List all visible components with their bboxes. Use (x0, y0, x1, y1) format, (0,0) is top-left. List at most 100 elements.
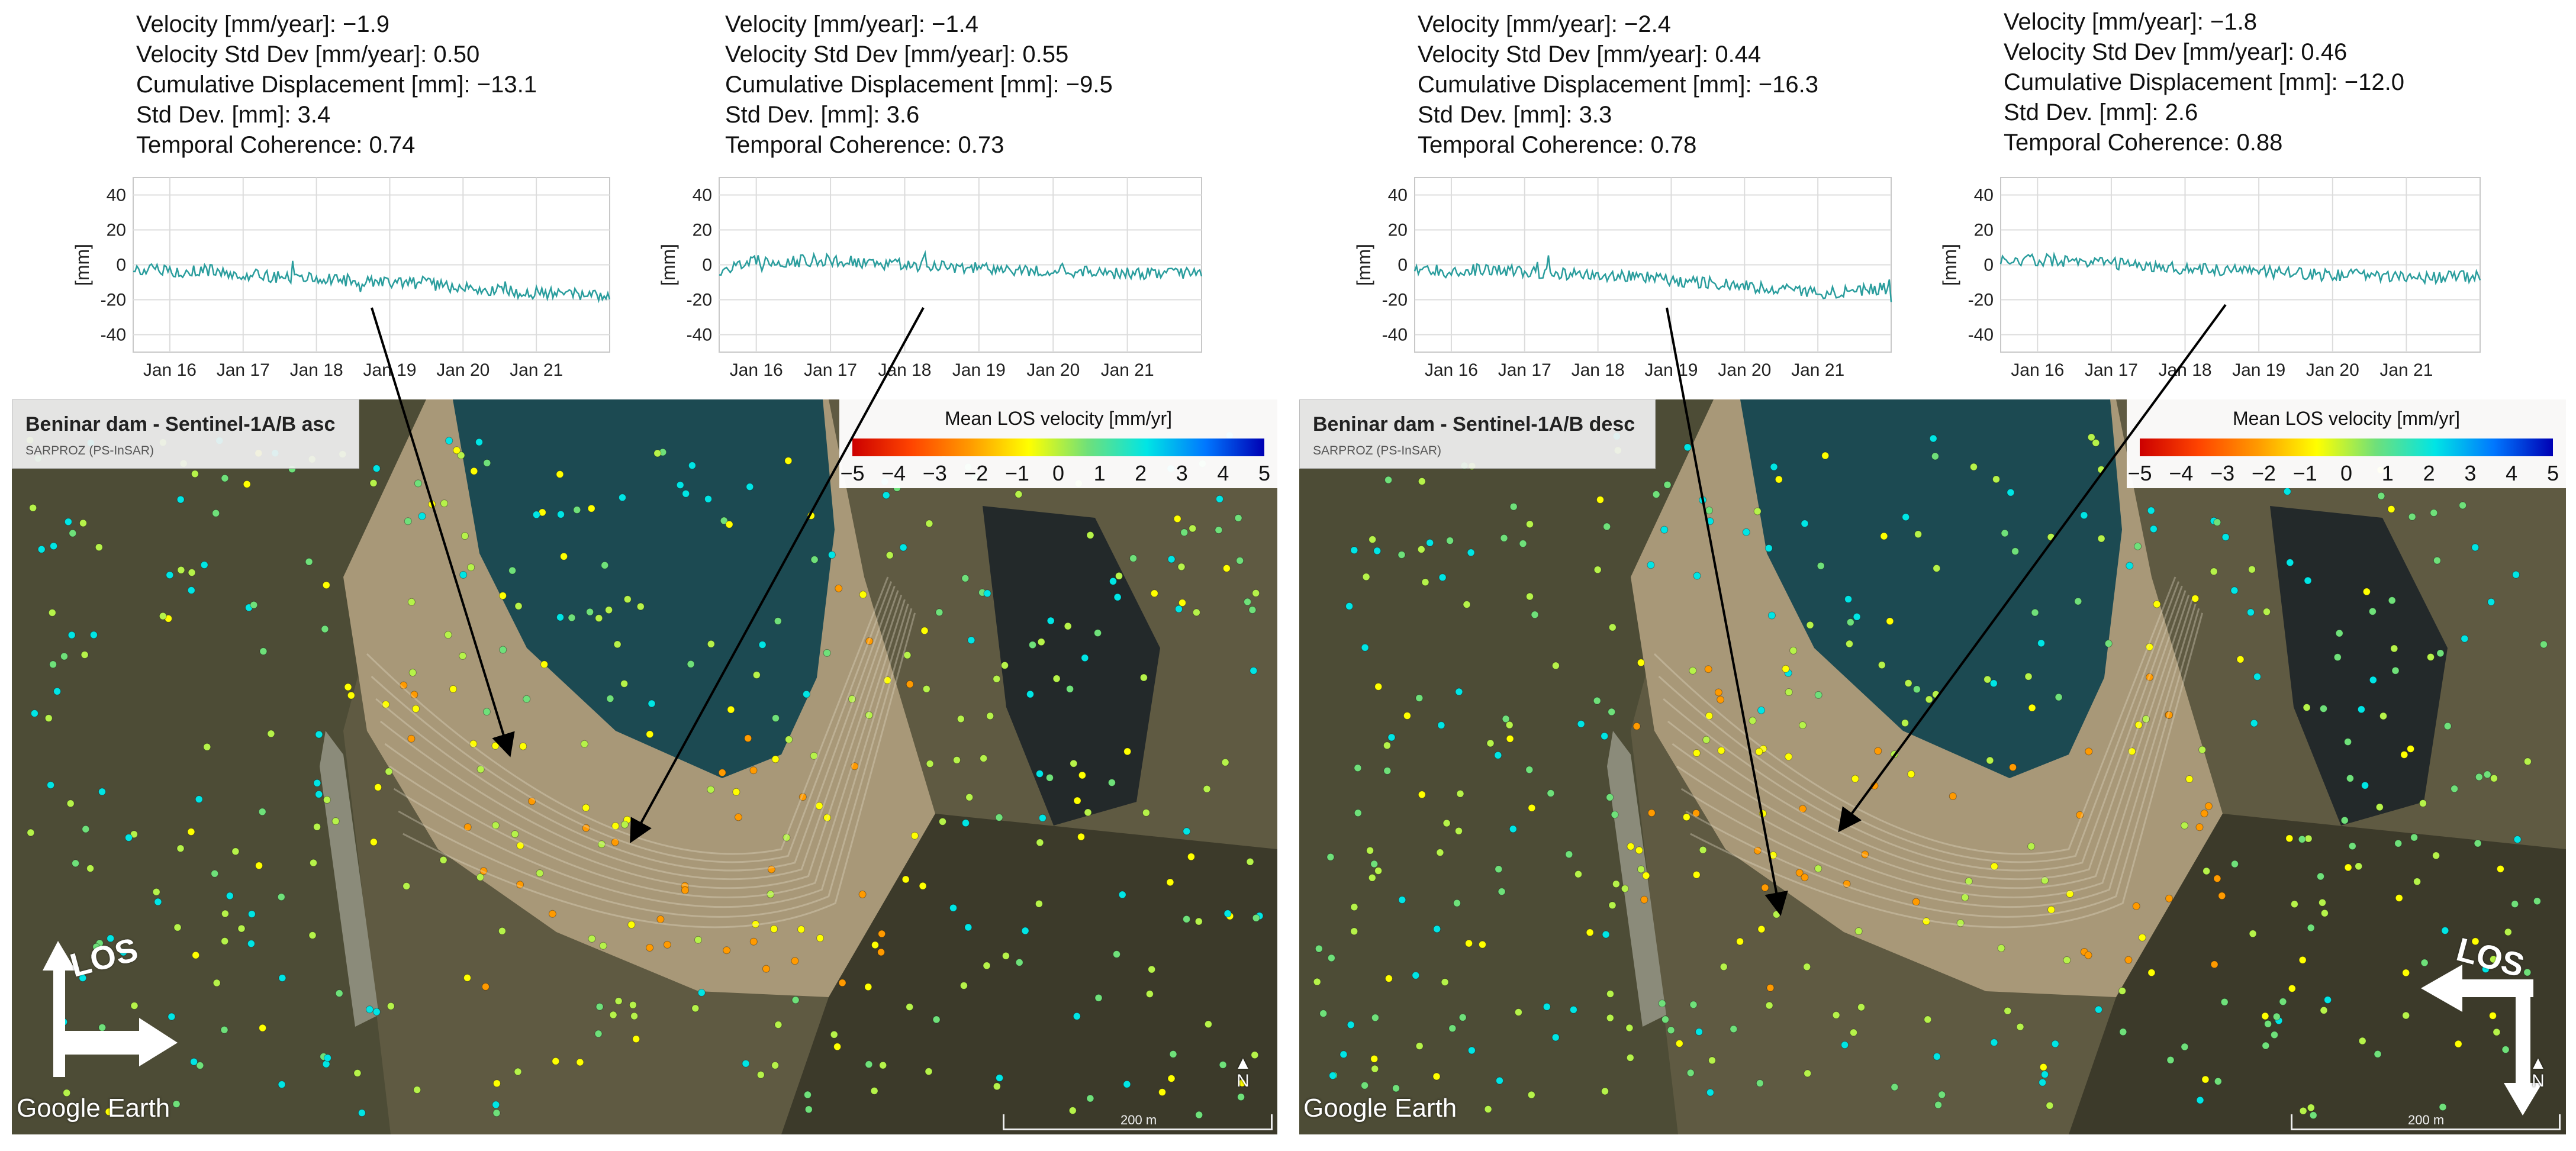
legend-tick: −2 (2251, 461, 2276, 485)
series-line (719, 250, 1203, 281)
satellite-map-ascending[interactable] (12, 399, 1277, 1134)
satellite-map-descending[interactable] (1299, 399, 2566, 1134)
ps-point (1086, 1094, 1094, 1102)
x-tick-label: Jan 18 (1572, 360, 1625, 380)
ps-point (2285, 834, 2294, 843)
ps-point (906, 1003, 914, 1011)
ps-point (1543, 1002, 1551, 1011)
ps-point (746, 483, 754, 491)
ps-point (1886, 617, 1894, 626)
ps-point (663, 940, 671, 949)
ps-point (80, 651, 89, 659)
ps-point (428, 500, 436, 508)
ps-point (1853, 612, 1861, 621)
ps-point (962, 819, 970, 827)
ps-point (627, 921, 636, 929)
ps-point (491, 821, 500, 830)
ps-point (1315, 944, 1323, 953)
velocity-text: Velocity [mm/year]: −1.4 (725, 11, 978, 37)
ps-point (1384, 476, 1393, 484)
legend-title: Mean LOS velocity [mm/yr] (2232, 408, 2461, 429)
ps-point (243, 480, 251, 488)
ps-point (877, 948, 886, 956)
ps-point (369, 838, 378, 846)
ps-point (1621, 885, 1629, 893)
ps-point (752, 671, 761, 679)
ps-point (2218, 892, 2226, 900)
ps-point (1586, 928, 1594, 937)
ps-point (1387, 733, 1396, 741)
ps-point (1749, 717, 1757, 725)
ps-point (188, 569, 196, 576)
spillway (320, 731, 379, 1027)
ps-point (595, 614, 603, 623)
scale-label: 200 m (1120, 1113, 1157, 1127)
ps-point (619, 494, 626, 502)
y-tick-label: 40 (1388, 186, 1408, 205)
ps-point (195, 795, 203, 804)
ps-point (63, 1089, 71, 1097)
ps-point (1843, 880, 1851, 888)
ps-point (810, 556, 819, 564)
ps-point (1789, 646, 1798, 655)
ps-point (864, 983, 872, 991)
ps-point (1844, 595, 1853, 603)
ps-point (2210, 568, 2218, 576)
ps-point (532, 511, 540, 519)
ps-point (707, 785, 715, 794)
vegetation-area (2069, 814, 2566, 1134)
legend-tick: −1 (2292, 461, 2317, 485)
ps-point (1509, 825, 1517, 833)
ps-point (1421, 578, 1429, 586)
ps-point (27, 828, 35, 837)
ps-point (278, 974, 286, 982)
ps-point (1250, 666, 1258, 675)
ps-point (1606, 990, 1614, 998)
ps-point (803, 690, 810, 698)
x-tick-label: Jan 18 (290, 360, 343, 380)
std-dev-text: Std Dev. [mm]: 3.4 (136, 102, 331, 128)
ps-point (1765, 1001, 1773, 1010)
legend-tick: 1 (1093, 461, 1106, 485)
ps-point (2066, 890, 2074, 898)
y-tick-label: 0 (1398, 256, 1408, 275)
ps-point (910, 831, 919, 840)
ps-point (255, 862, 263, 870)
x-tick-label: Jan 17 (1498, 360, 1551, 380)
ps-point (1433, 925, 1441, 933)
ps-point (648, 699, 656, 708)
y-tick-label: 40 (693, 186, 712, 205)
ps-point (125, 834, 133, 842)
series-line (133, 260, 611, 304)
ps-point (949, 904, 957, 912)
ps-point (2523, 757, 2532, 766)
ps-point (772, 714, 780, 723)
ps-point (1026, 690, 1034, 698)
ps-point (2213, 518, 2221, 527)
ps-point (1113, 950, 1120, 958)
dam-berm-line (398, 608, 913, 918)
legend-tick: −4 (881, 461, 906, 485)
ps-point (2432, 852, 2440, 860)
ps-point (476, 765, 485, 773)
ps-point (1714, 688, 1722, 697)
river-gorge (2270, 506, 2448, 826)
ps-point (2304, 834, 2313, 843)
ps-point (1166, 878, 1174, 886)
cumulative-displacement-text: Cumulative Displacement [mm]: −12.0 (2004, 69, 2404, 95)
ps-point (2402, 969, 2410, 977)
ps-point (1635, 846, 1643, 855)
ps-point (413, 1086, 421, 1094)
ps-point (770, 925, 778, 933)
velocity-std-text: Velocity Std Dev [mm/year]: 0.44 (1418, 41, 1762, 67)
ps-point (804, 1091, 812, 1099)
ps-point (1415, 1042, 1424, 1050)
ps-point (613, 640, 622, 649)
ps-point (599, 942, 607, 950)
ps-point (859, 591, 867, 599)
ps-point (920, 627, 929, 635)
ps-point (735, 813, 742, 821)
ps-point (771, 755, 780, 763)
y-tick-label: 0 (702, 256, 712, 275)
ps-point (1438, 573, 1447, 582)
